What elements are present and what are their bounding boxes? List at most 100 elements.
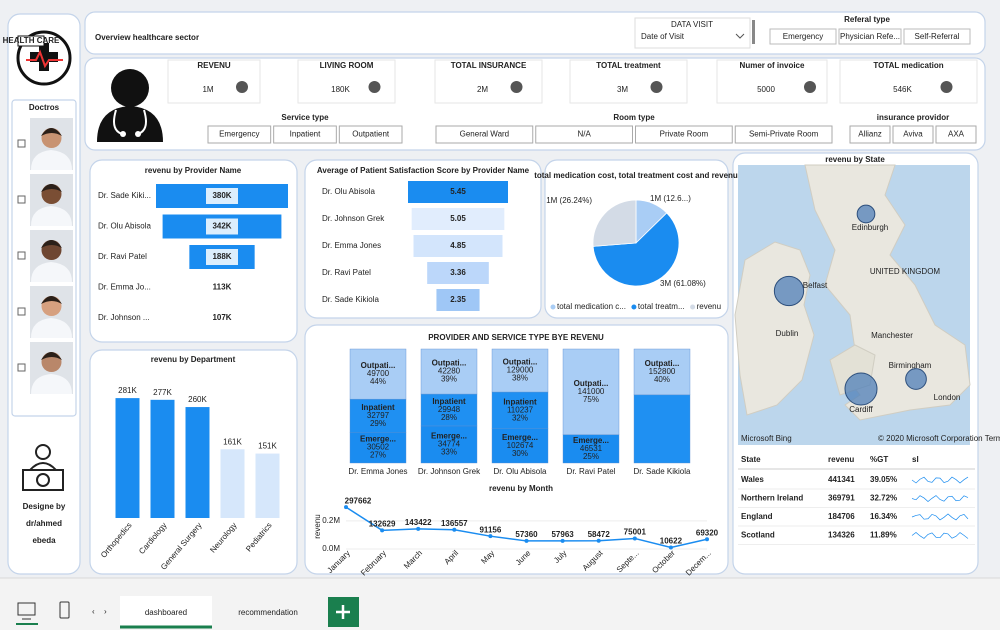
tab-active[interactable] (120, 596, 212, 628)
kpi-icon (368, 81, 381, 93)
logo-text: HEALTH CARE (3, 36, 60, 45)
value-label-box (206, 249, 238, 265)
segment-value-label: 29948 (438, 405, 461, 414)
value-label: 277K (153, 388, 172, 397)
mobile-view-button[interactable] (59, 601, 70, 619)
kpi-icon (804, 81, 816, 93)
doctor-icon (97, 69, 163, 142)
table-cell: 369791 (828, 494, 855, 503)
page-tab[interactable]: dashboared (145, 608, 187, 617)
checkbox[interactable] (17, 251, 26, 260)
slicer-button[interactable] (849, 125, 891, 144)
kpi-value: 2M (477, 85, 488, 94)
value-label: 3M (61.08%) (660, 279, 706, 288)
date-slicer[interactable] (634, 17, 751, 49)
doctor-hair (41, 184, 62, 192)
stacked-segment (562, 434, 620, 464)
slicer-button[interactable] (273, 125, 337, 144)
table-cell: 441341 (828, 475, 855, 484)
date-slicer-value: Date of Visit (641, 32, 685, 41)
slicer-option: N/A (577, 130, 591, 139)
line-point (416, 526, 421, 531)
category-label: Dr. Olu Abisola (322, 187, 375, 196)
legend-label: revenu (697, 302, 721, 311)
map-bubble (905, 368, 927, 390)
sparkline (911, 495, 969, 502)
kpi-value: 546K (893, 85, 912, 94)
kpi-label: REVENU (197, 61, 231, 70)
map-label: Birmingham (889, 361, 932, 370)
doctor-coat (31, 318, 72, 338)
table-cell: 134326 (828, 531, 855, 540)
table-cell: 11.89% (870, 531, 897, 540)
slicer-button[interactable] (635, 125, 733, 144)
referral-option: Emergency (783, 32, 823, 41)
table-cell: 32.72% (870, 494, 897, 503)
stacked-segment (349, 432, 407, 464)
doctor-coat (31, 262, 72, 282)
map-bubble (856, 204, 876, 224)
category-label: Dr. Emma Jo... (98, 283, 151, 292)
map-bubble (773, 275, 805, 307)
table-header: revenu (828, 455, 854, 464)
checkbox[interactable] (17, 139, 26, 148)
pie-slice (592, 212, 680, 287)
doctor-coat (31, 150, 72, 170)
kpi-card (167, 59, 261, 104)
slicer-button[interactable] (338, 125, 403, 144)
value-label: 1M (26.24%) (546, 196, 592, 205)
value-label: 57360 (515, 530, 538, 539)
referral-button[interactable] (769, 28, 837, 45)
slicer-button[interactable] (435, 125, 534, 144)
stacked-segment (349, 398, 407, 433)
bar (115, 398, 140, 518)
line-point (380, 528, 385, 533)
y-tick-label: 0.0M (322, 544, 340, 553)
checkbox[interactable] (17, 307, 26, 316)
value-label: 2.35 (450, 295, 466, 304)
stacked-segment (349, 348, 407, 400)
map-label: Cardiff (849, 405, 873, 414)
slicer-option: General Ward (460, 130, 510, 139)
segment-share-label: 32% (512, 413, 528, 422)
table-header: State (741, 455, 761, 464)
bar (185, 407, 210, 518)
segment-series-label: Inpatient (361, 403, 395, 412)
legend-marker (690, 304, 696, 310)
page-tab[interactable]: recommendation (238, 608, 298, 617)
referral-button[interactable] (838, 28, 902, 45)
slicer-button[interactable] (207, 125, 272, 144)
table-header: sl (912, 455, 919, 464)
value-label: 281K (118, 386, 137, 395)
checkbox[interactable] (17, 195, 26, 204)
stacked-segment (633, 394, 691, 464)
x-tick-label: Dr. Emma Jones (348, 467, 407, 476)
chart-title: revenu by State (825, 155, 885, 164)
stacked-segment (491, 348, 549, 393)
slicer-option: Inpatient (290, 130, 321, 139)
slicer-button[interactable] (892, 125, 934, 144)
value-label: 188K (212, 252, 231, 261)
desktop-view-button[interactable] (16, 602, 38, 625)
checkbox[interactable] (17, 363, 26, 372)
value-label: 132629 (369, 519, 396, 528)
value-label-box (206, 279, 238, 296)
prev-page-arrow[interactable]: ‹ (92, 607, 95, 616)
slicer-label: Service type (281, 113, 329, 122)
bar (150, 399, 175, 518)
slicer-button[interactable] (535, 125, 633, 144)
table-cell: England (741, 512, 773, 521)
stacked-segment (420, 348, 478, 395)
segment-share-label: 30% (512, 449, 528, 458)
referral-button[interactable] (903, 28, 971, 45)
map-label: Belfast (803, 281, 828, 290)
slicer-button[interactable] (935, 125, 977, 144)
table-cell: Scotland (741, 531, 775, 540)
slicer-button[interactable] (734, 125, 833, 144)
segment-value-label: 42280 (438, 367, 461, 376)
next-page-arrow[interactable]: › (104, 607, 107, 616)
map-label: UNITED KINGDOM (870, 267, 941, 276)
x-tick-label: Dr. Olu Abisola (494, 467, 547, 476)
